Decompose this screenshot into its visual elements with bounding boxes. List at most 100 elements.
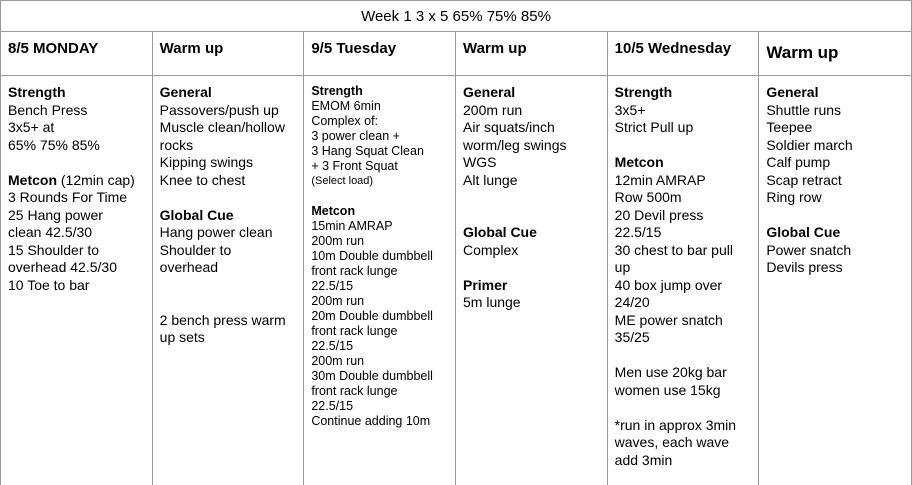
text-line: worm/leg swings [463, 137, 601, 155]
section-heading: Global Cue [159, 206, 234, 223]
text-line: Calf pump [766, 154, 905, 172]
text-line: Air squats/inch [463, 119, 601, 137]
text-line: Power snatch [766, 242, 905, 260]
text-line: add 3min [615, 452, 753, 470]
text-line: overhead 42.5/30 [8, 259, 146, 277]
text-line: Shoulder to [160, 242, 298, 260]
workout-text: waves, each wave [614, 434, 730, 450]
section-heading: Global Cue [463, 224, 537, 240]
workout-text: + 3 Front Squat [311, 159, 398, 173]
column-header-3[interactable]: 9/5 Tuesday [304, 32, 456, 75]
workout-text: 20m Double dumbbell [311, 309, 433, 323]
workout-text: Passovers/push up [159, 101, 279, 118]
text-line: 15 Shoulder to [8, 242, 146, 260]
workout-text: Bench Press [8, 101, 88, 118]
workout-text: 35/25 [614, 329, 650, 345]
text-line: up sets [160, 329, 298, 347]
text-line: Global Cue [160, 207, 298, 225]
text-line: 10 Toe to bar [8, 277, 146, 295]
workout-text: 20 Devil press [614, 206, 704, 223]
text-line: 12min AMRAP [615, 172, 753, 190]
text-line: 30 chest to bar pull [615, 242, 753, 260]
text-line: 20 Devil press [615, 207, 753, 225]
text-line: Devils press [766, 259, 905, 277]
text-line [766, 207, 905, 225]
text-line: Metcon [615, 154, 753, 172]
text-line: Teepee [766, 119, 905, 137]
workout-text: Strict Pull up [614, 119, 694, 135]
text-line: Hang power clean [160, 224, 298, 242]
text-line: General [160, 84, 298, 102]
day-cell-3[interactable]: Strength EMOM 6min Complex of: 3 power clea… [304, 76, 456, 485]
text-line: Bench Press [8, 102, 146, 120]
column-header-label: Warm up [766, 43, 839, 62]
column-header-4[interactable]: Warm up [456, 32, 608, 75]
day-cell-5[interactable]: Strength 3x5+ Strict Pull up Metcon 12min A… [608, 76, 760, 485]
text-line: Metcon (12min cap) [8, 172, 146, 190]
workout-text: 3x5+ at [8, 119, 55, 135]
text-line: front rack lunge [311, 384, 449, 399]
section-heading: Primer [463, 276, 508, 293]
day-cell-1[interactable]: Strength Bench Press 3x5+ at 65% 75% 85% Me… [1, 76, 153, 485]
column-header-1[interactable]: 8/5 MONDAY [1, 32, 153, 75]
text-line: 65% 75% 85% [8, 137, 146, 155]
day-cell-4[interactable]: General 200m run Air squats/inch worm/leg s… [456, 76, 608, 485]
text-line [615, 137, 753, 155]
text-line: 20m Double dumbbell [311, 309, 449, 324]
workout-text: Complex of: [311, 114, 379, 128]
text-line [160, 277, 298, 295]
text-line: front rack lunge [311, 264, 449, 279]
text-line [8, 154, 146, 172]
workout-text: Knee to chest [159, 171, 246, 188]
workout-text: 22.5/15 [614, 224, 662, 240]
workout-text: 2 bench press warm [159, 311, 286, 328]
text-line: Passovers/push up [160, 102, 298, 120]
text-line [463, 259, 601, 277]
week-title-cell[interactable]: Week 1 3 x 5 65% 75% 85% [1, 1, 911, 32]
text-line: up [615, 259, 753, 277]
text-line: Strict Pull up [615, 119, 753, 137]
day-cell-2[interactable]: General Passovers/push up Muscle clean/hol… [153, 76, 305, 485]
workout-text: 22.5/15 [311, 339, 354, 353]
text-line: 10m Double dumbbell [311, 249, 449, 264]
text-line: Kipping swings [160, 154, 298, 172]
column-header-label: Warm up [159, 40, 224, 57]
section-heading: General [766, 84, 819, 100]
text-line: 2 bench press warm [160, 312, 298, 330]
body-row: Strength Bench Press 3x5+ at 65% 75% 85% Me… [1, 76, 911, 485]
workout-text: 24/20 [614, 294, 650, 310]
section-heading: General [159, 84, 212, 100]
column-header-5[interactable]: 10/5 Wednesday [608, 32, 760, 75]
workout-text: Continue adding 10m [311, 414, 431, 428]
text-line: waves, each wave [615, 434, 753, 452]
workout-text: worm/leg swings [463, 136, 567, 153]
text-line [463, 207, 601, 225]
text-line: 200m run [311, 234, 449, 249]
column-header-6[interactable]: Warm up [759, 32, 911, 75]
workout-text: 10m Double dumbbell [311, 249, 433, 263]
workout-text: *run in approx 3min [614, 416, 737, 433]
text-line: women use 15kg [615, 382, 753, 400]
text-line: 200m run [311, 294, 449, 309]
workout-text: 15 Shoulder to [8, 241, 100, 258]
text-line: 200m run [463, 102, 601, 120]
workout-text: 3 Hang Squat Clean [311, 144, 424, 158]
column-header-2[interactable]: Warm up [153, 32, 305, 75]
text-line: 22.5/15 [311, 399, 449, 414]
workout-text: Row 500m [614, 189, 682, 205]
text-line: Global Cue [766, 224, 905, 242]
workout-text: 12min AMRAP [614, 171, 706, 188]
week-title: Week 1 3 x 5 65% 75% 85% [361, 7, 551, 25]
workout-text: 30m Double dumbbell [311, 369, 433, 383]
day-cell-6[interactable]: General Shuttle runs Teepee Soldier march Ca… [759, 76, 911, 485]
text-line: rocks [160, 137, 298, 155]
text-line: 22.5/15 [615, 224, 753, 242]
workout-text: add 3min [614, 451, 673, 468]
header-row: 8/5 MONDAY Warm up 9/5 Tuesday Warm up 10/5 … [1, 32, 911, 76]
workout-text: Men use 20kg bar [614, 364, 727, 380]
text-line: overhead [160, 259, 298, 277]
workout-text: Calf pump [766, 154, 831, 170]
text-line: Continue adding 10m [311, 414, 449, 429]
text-line [615, 399, 753, 417]
workout-text: 25 Hang power [8, 206, 103, 223]
